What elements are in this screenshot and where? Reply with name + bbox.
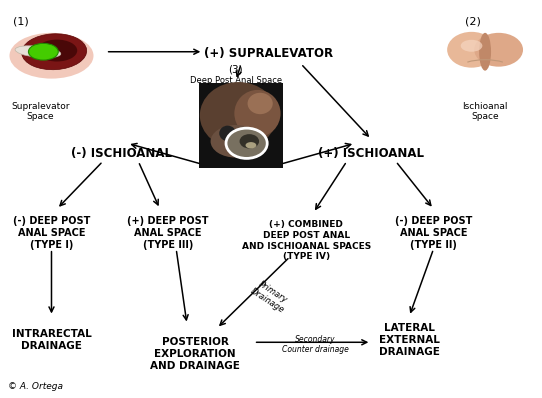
Text: (-) DEEP POST
ANAL SPACE
(TYPE II): (-) DEEP POST ANAL SPACE (TYPE II) — [395, 216, 472, 250]
Text: POSTERIOR
EXPLORATION
AND DRAINAGE: POSTERIOR EXPLORATION AND DRAINAGE — [150, 337, 240, 371]
Ellipse shape — [9, 33, 94, 79]
Ellipse shape — [248, 93, 273, 114]
Ellipse shape — [474, 33, 523, 67]
Ellipse shape — [447, 32, 496, 68]
Ellipse shape — [219, 126, 236, 141]
Text: © A. Ortega: © A. Ortega — [8, 382, 63, 391]
Text: Primary
Drainage: Primary Drainage — [249, 278, 291, 315]
Text: (+) ISCHIOANAL: (+) ISCHIOANAL — [318, 147, 424, 160]
Text: Supralevator
Space: Supralevator Space — [11, 102, 70, 121]
Circle shape — [227, 129, 266, 158]
Text: (1): (1) — [12, 17, 29, 27]
Text: (-) ISCHIOANAL: (-) ISCHIOANAL — [72, 147, 172, 160]
Text: (+) DEEP POST
ANAL SPACE
(TYPE III): (+) DEEP POST ANAL SPACE (TYPE III) — [127, 216, 209, 250]
Text: Secondary
Counter drainage: Secondary Counter drainage — [282, 335, 349, 354]
Text: INTRARECTAL
DRAINAGE: INTRARECTAL DRAINAGE — [11, 329, 92, 351]
Ellipse shape — [200, 82, 277, 149]
Bar — [199, 83, 283, 168]
Ellipse shape — [234, 90, 281, 137]
Text: (3): (3) — [229, 64, 243, 75]
Ellipse shape — [28, 43, 59, 60]
Text: Ischioanal
Space: Ischioanal Space — [462, 102, 508, 121]
Text: (+) SUPRALEVATOR: (+) SUPRALEVATOR — [204, 47, 333, 60]
Text: (2): (2) — [464, 17, 481, 27]
Ellipse shape — [37, 40, 77, 61]
Text: (-) DEEP POST
ANAL SPACE
(TYPE I): (-) DEEP POST ANAL SPACE (TYPE I) — [13, 216, 90, 250]
Text: LATERAL
EXTERNAL
DRAINAGE: LATERAL EXTERNAL DRAINAGE — [379, 323, 440, 357]
Text: (+) COMBINED
DEEP POST ANAL
AND ISCHIOANAL SPACES
(TYPE IV): (+) COMBINED DEEP POST ANAL AND ISCHIOAN… — [242, 220, 371, 261]
Ellipse shape — [210, 125, 261, 158]
Ellipse shape — [461, 40, 482, 52]
Ellipse shape — [479, 33, 491, 71]
Ellipse shape — [22, 34, 87, 70]
Text: Deep Post Anal Space: Deep Post Anal Space — [190, 76, 282, 85]
Circle shape — [240, 134, 259, 148]
Ellipse shape — [15, 46, 61, 58]
Ellipse shape — [246, 142, 256, 148]
